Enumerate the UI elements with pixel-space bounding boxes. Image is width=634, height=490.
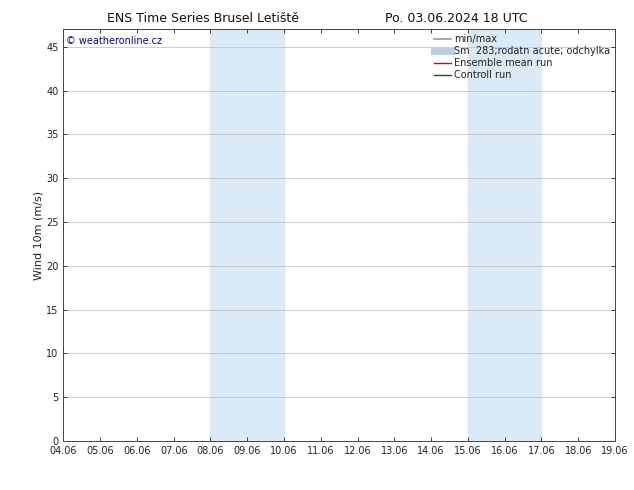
- Bar: [210, 29, 247, 441]
- Text: ENS Time Series Brusel Letiště: ENS Time Series Brusel Letiště: [107, 12, 299, 25]
- Bar: [468, 29, 505, 441]
- Bar: [505, 29, 541, 441]
- Bar: [247, 29, 284, 441]
- Text: Po. 03.06.2024 18 UTC: Po. 03.06.2024 18 UTC: [385, 12, 527, 25]
- Legend: min/max, Sm  283;rodatn acute; odchylka, Ensemble mean run, Controll run: min/max, Sm 283;rodatn acute; odchylka, …: [432, 32, 612, 82]
- Y-axis label: Wind 10m (m/s): Wind 10m (m/s): [33, 191, 43, 280]
- Text: © weatheronline.cz: © weatheronline.cz: [66, 36, 162, 46]
